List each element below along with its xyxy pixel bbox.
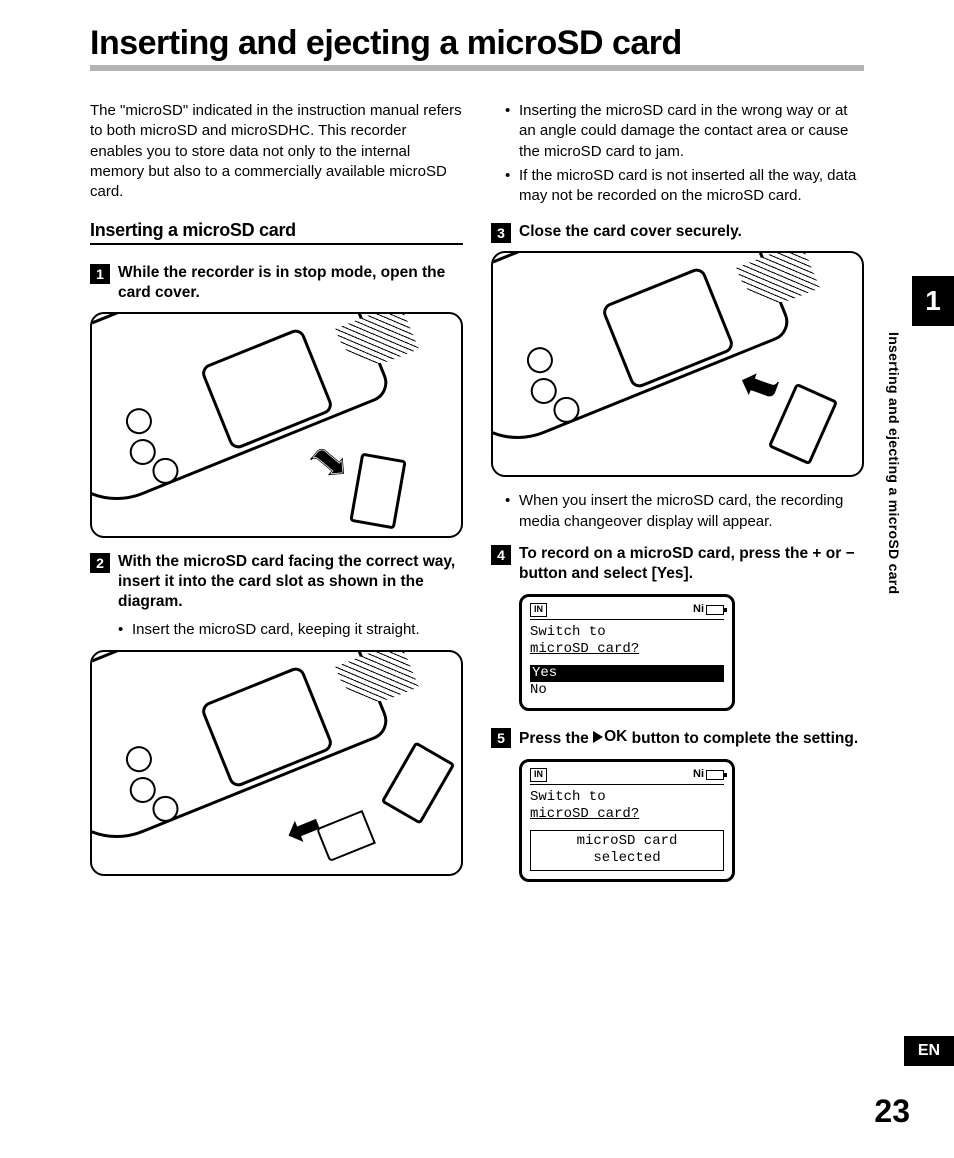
- page-number: 23: [874, 1093, 910, 1130]
- lcd-screen-selected: IN Ni Switch to microSD card? microSD ca…: [519, 759, 735, 882]
- side-section-label: Inserting and ejecting a microSD card: [886, 332, 902, 594]
- right-column: Inserting the microSD card in the wrong …: [491, 101, 864, 898]
- step-3-bullets: When you insert the microSD card, the re…: [505, 491, 864, 532]
- chapter-tab: 1: [912, 276, 954, 326]
- step-5: 5 Press the OK button to complete the se…: [491, 727, 864, 882]
- step-2-extra-bullets: Inserting the microSD card in the wrong …: [505, 101, 864, 206]
- section-subtitle: Inserting a microSD card: [90, 220, 463, 245]
- manual-page: Inserting and ejecting a microSD card Th…: [0, 0, 954, 1158]
- step-4-text: To record on a microSD card, press the +…: [519, 544, 864, 584]
- step-3-heading: 3 Close the card cover securely.: [491, 222, 864, 243]
- step-number-badge: 1: [90, 264, 110, 284]
- step-number-badge: 3: [491, 223, 511, 243]
- close-arrow-icon: ➦: [731, 356, 786, 420]
- bullet-item: If the microSD card is not inserted all …: [505, 166, 864, 207]
- step-1: 1 While the recorder is in stop mode, op…: [90, 263, 463, 537]
- screen-statusbar: IN Ni: [530, 603, 724, 620]
- battery-icon: Ni: [693, 768, 724, 782]
- step-4: 4 To record on a microSD card, press the…: [491, 544, 864, 711]
- step-number-badge: 5: [491, 728, 511, 748]
- step-5-text: Press the OK button to complete the sett…: [519, 727, 858, 749]
- intro-paragraph: The "microSD" indicated in the instructi…: [90, 101, 463, 202]
- screen-option-selected: Yes: [530, 665, 724, 683]
- illustration-insert-card: ➡: [90, 650, 463, 876]
- battery-icon: Ni: [693, 603, 724, 617]
- two-column-layout: The "microSD" indicated in the instructi…: [90, 101, 864, 898]
- bullet-item: When you insert the microSD card, the re…: [505, 491, 864, 532]
- screen-option: No: [530, 682, 724, 700]
- step-2: 2 With the microSD card facing the corre…: [90, 552, 463, 877]
- screen-line: microSD card?: [530, 806, 724, 824]
- step-number-badge: 4: [491, 545, 511, 565]
- bullet-item: Insert the microSD card, keeping it stra…: [118, 620, 463, 640]
- step-4-heading: 4 To record on a microSD card, press the…: [491, 544, 864, 584]
- illustration-close-cover: ➦: [491, 251, 864, 477]
- step-3-text: Close the card cover securely.: [519, 222, 742, 242]
- bullet-item: Inserting the microSD card in the wrong …: [505, 101, 864, 162]
- play-ok-button-icon: OK: [593, 727, 627, 747]
- left-column: The "microSD" indicated in the instructi…: [90, 101, 463, 898]
- open-arrow-icon: ➦: [300, 427, 364, 493]
- screen-line: Switch to: [530, 789, 724, 807]
- step-number-badge: 2: [90, 553, 110, 573]
- screen-statusbar: IN Ni: [530, 768, 724, 785]
- language-tab: EN: [904, 1036, 954, 1066]
- lcd-screen-select-yes: IN Ni Switch to microSD card? Yes No: [519, 594, 735, 711]
- status-left: IN: [530, 603, 547, 617]
- page-title: Inserting and ejecting a microSD card: [90, 24, 864, 71]
- step-2-bullets: Insert the microSD card, keeping it stra…: [118, 620, 463, 640]
- screen-confirmation-box: microSD card selected: [530, 830, 724, 871]
- step-5-heading: 5 Press the OK button to complete the se…: [491, 727, 864, 749]
- illustration-open-cover: ➦: [90, 312, 463, 538]
- step-2-heading: 2 With the microSD card facing the corre…: [90, 552, 463, 612]
- status-left: IN: [530, 768, 547, 782]
- step-1-text: While the recorder is in stop mode, open…: [118, 263, 463, 303]
- screen-line: microSD card?: [530, 641, 724, 659]
- insert-arrow-icon: ➡: [280, 802, 328, 857]
- screen-line: Switch to: [530, 624, 724, 642]
- step-2-text: With the microSD card facing the correct…: [118, 552, 463, 612]
- step-3: 3 Close the card cover securely. ➦: [491, 222, 864, 532]
- step-1-heading: 1 While the recorder is in stop mode, op…: [90, 263, 463, 303]
